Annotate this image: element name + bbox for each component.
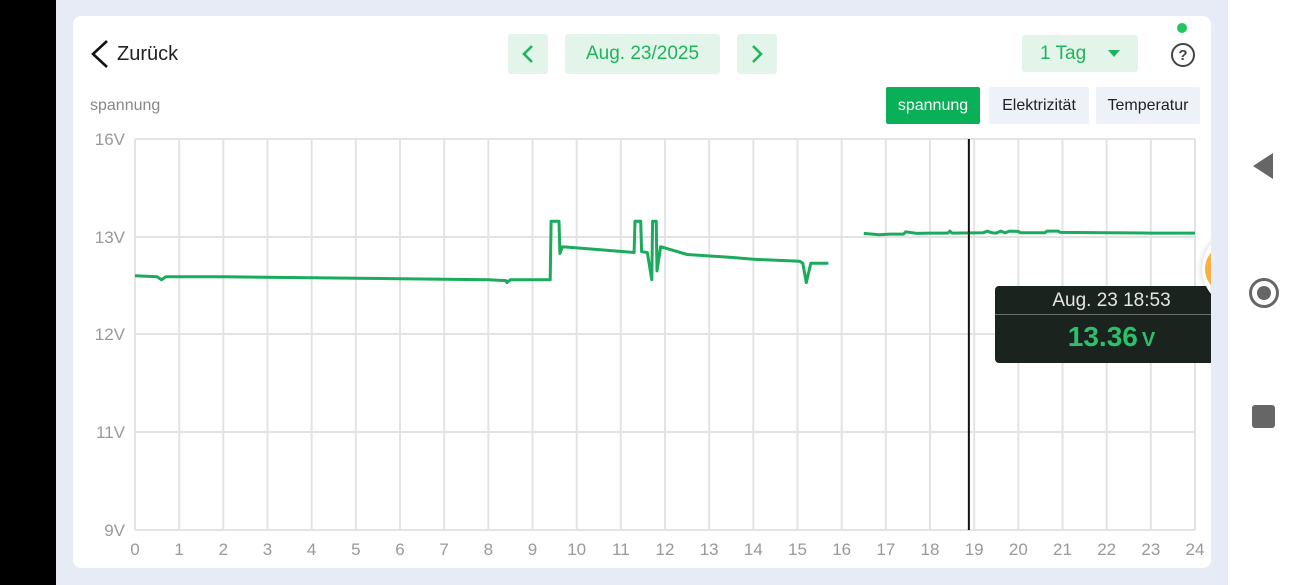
tab-elektrizitaet[interactable]: Elektrizität: [989, 87, 1089, 124]
help-circle-icon: ?: [1178, 46, 1188, 64]
x-tick-label: 19: [965, 540, 984, 559]
y-tick-label: 9V: [104, 521, 125, 540]
tab-temperatur[interactable]: Temperatur: [1096, 87, 1200, 124]
back-label: Zurück: [117, 42, 179, 65]
chart-grid: [134, 138, 1196, 531]
tooltip-divider: [995, 314, 1211, 315]
x-tick-label: 22: [1097, 540, 1116, 559]
series-line: [863, 229, 1195, 237]
chart-title: spannung: [90, 97, 161, 114]
status-dot-icon: [1177, 23, 1187, 33]
x-tick-label: 24: [1186, 540, 1205, 559]
tab-spannung[interactable]: spannung: [886, 87, 980, 124]
next-day-button[interactable]: [737, 34, 777, 74]
x-tick-label: 13: [700, 540, 719, 559]
date-selector[interactable]: Aug. 23/2025: [565, 34, 720, 74]
x-tick-label: 9: [528, 540, 537, 559]
back-button[interactable]: Zurück: [89, 38, 178, 70]
x-tick-label: 7: [439, 540, 448, 559]
y-tick-label: 16V: [95, 130, 126, 149]
tooltip-value-row: 13.36 V: [995, 321, 1211, 353]
series-group: [134, 219, 1195, 285]
y-tick-label: 12V: [95, 325, 126, 344]
x-tick-label: 21: [1053, 540, 1072, 559]
x-tick-label: 16: [832, 540, 851, 559]
x-tick-label: 2: [219, 540, 228, 559]
chevron-left-icon: [91, 40, 108, 68]
x-axis-labels: 0 1 2 3 4 5 6 7 8 9 10 11 12 13 14 15 16 17 18 19 20 21 22 23 24: [130, 540, 1204, 559]
tooltip: Aug. 23 18:53 13.36 V: [995, 286, 1211, 363]
tooltip-time: Aug. 23 18:53: [1052, 290, 1171, 311]
help-button[interactable]: ?: [1171, 43, 1195, 67]
series-line: [134, 219, 829, 285]
x-tick-label: 20: [1009, 540, 1028, 559]
x-tick-label: 10: [567, 540, 586, 559]
y-tick-label: 11V: [96, 423, 126, 442]
range-label: 1 Tag: [1040, 42, 1087, 64]
x-tick-label: 15: [788, 540, 807, 559]
tooltip-unit: V: [1141, 329, 1156, 351]
x-tick-label: 18: [921, 540, 940, 559]
chevron-right-icon: [752, 45, 763, 63]
chevron-left-icon: [522, 45, 533, 63]
x-tick-label: 6: [395, 540, 404, 559]
floating-button-icon: [1205, 244, 1211, 294]
nav-home-icon[interactable]: [1249, 278, 1279, 308]
nav-back-icon[interactable]: [1253, 153, 1273, 179]
x-tick-label: 0: [130, 540, 139, 559]
x-tick-label: 1: [174, 540, 183, 559]
x-tick-label: 17: [876, 540, 895, 559]
y-axis-labels: 16V 13V 12V 11V 9V: [95, 130, 126, 540]
nav-recent-icon[interactable]: [1252, 405, 1275, 428]
floating-action-button[interactable]: [1202, 230, 1211, 308]
previous-day-button[interactable]: [508, 34, 548, 74]
y-tick-label: 13V: [95, 228, 126, 247]
tooltip-value: 13.36: [1067, 321, 1138, 352]
left-black-bar: [0, 0, 56, 585]
x-tick-label: 5: [351, 540, 360, 559]
chart-card: Zurück Aug. 23/2025 1 Tag ? spannung spa…: [73, 16, 1211, 568]
x-tick-label: 11: [612, 540, 630, 559]
x-tick-label: 3: [263, 540, 272, 559]
x-tick-label: 23: [1141, 540, 1160, 559]
x-tick-label: 4: [307, 540, 316, 559]
caret-down-icon: [1108, 50, 1120, 57]
x-tick-label: 8: [484, 540, 493, 559]
x-tick-label: 14: [744, 540, 763, 559]
range-dropdown[interactable]: 1 Tag: [1022, 35, 1138, 72]
x-tick-label: 12: [656, 540, 675, 559]
